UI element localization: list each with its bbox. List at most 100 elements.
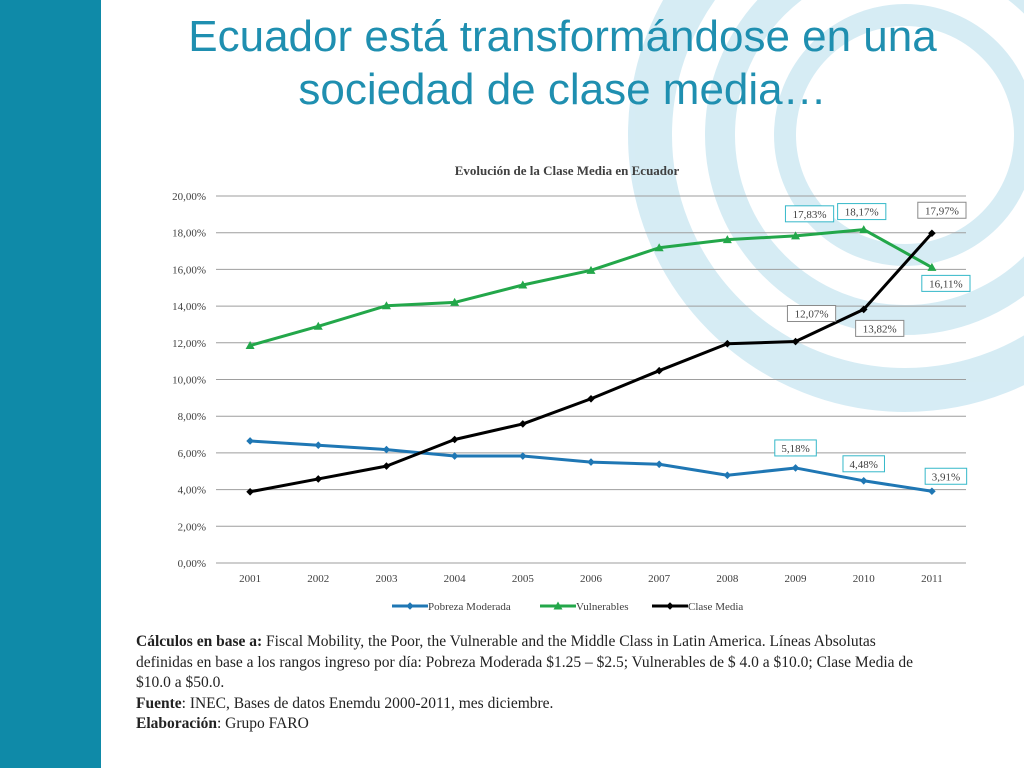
chart-title: Evolución de la Clase Media en Ecuador (455, 163, 680, 178)
legend-label: Pobreza Moderada (428, 601, 511, 613)
series-clase-media (246, 229, 936, 496)
data-point (654, 243, 664, 252)
series-layer (245, 225, 937, 496)
grid-layer (216, 195, 966, 564)
notes-line-3: $10.0 a $50.0. (136, 674, 225, 691)
y-tick-label: 10,00% (172, 375, 206, 387)
y-tick-label: 0,00% (178, 558, 206, 570)
x-tick-label: 2007 (648, 573, 671, 585)
data-point (928, 487, 936, 496)
data-label-layer: 5,18% 4,48% 3,91% 17,83% 18,17% 16,11% 12,07% 1… (774, 201, 971, 485)
data-point (246, 437, 254, 445)
data-point (655, 460, 663, 469)
y-tick-label: 2,00% (178, 521, 206, 533)
data-label-text: 3,91% (932, 471, 960, 483)
data-point (406, 602, 414, 610)
data-label-text: 18,17% (845, 207, 879, 219)
data-point (859, 305, 868, 314)
data-label-box (917, 201, 967, 219)
data-point (450, 452, 459, 460)
x-tick-label: 2001 (239, 573, 261, 585)
data-point (519, 420, 527, 428)
y-tick-label: 18,00% (172, 228, 206, 240)
notes-calculos-text: Fiscal Mobility, the Poor, the Vulnerabl… (262, 633, 876, 650)
data-point (655, 366, 663, 375)
x-tick-label: 2004 (444, 573, 467, 585)
data-label: 17,83% (784, 205, 835, 223)
notes-line-1: Cálculos en base a: Fiscal Mobility, the… (136, 632, 1006, 653)
slide-title-line-1: Ecuador está transformándose en una (188, 12, 937, 61)
y-tick-label: 14,00% (172, 301, 206, 313)
legend: Pobreza Moderada Vulnerables Clase Media (392, 601, 743, 613)
data-point (859, 476, 868, 485)
x-tick-label: 2011 (921, 573, 943, 585)
data-label: 3,91% (924, 467, 968, 485)
x-tick-label: 2010 (853, 573, 876, 585)
data-label-box (842, 455, 885, 473)
data-point (382, 462, 391, 470)
series-line (249, 228, 933, 347)
data-point (586, 265, 596, 274)
legend-label: Clase Media (688, 601, 743, 613)
series-line (249, 439, 933, 493)
data-point (314, 441, 323, 449)
data-point (587, 458, 595, 466)
data-point (791, 337, 800, 346)
x-tick-label: 2009 (785, 573, 808, 585)
notes-fuente-text: : INEC, Bases de datos Enemdu 2000-2011,… (181, 694, 554, 712)
series-pobreza-moderada (246, 437, 936, 496)
data-label-text: 13,82% (863, 323, 897, 335)
notes-line-2: definidas en base a los rangos ingreso p… (136, 653, 914, 671)
data-point (791, 231, 801, 240)
notes-fuente-label: Fuente (136, 694, 182, 712)
x-tick-label: 2003 (375, 573, 398, 585)
data-label-box (921, 274, 971, 292)
data-point (791, 464, 800, 472)
x-tick-label: 2006 (580, 573, 603, 585)
data-label-box (784, 205, 835, 223)
slide-title: Ecuador está transformándose en una soci… (101, 10, 1024, 116)
x-tick-label: 2005 (512, 573, 535, 585)
axis-layer: 0,00% 2,00% 4,00% 6,00% 8,00% 10,00% 12,00% 14,… (172, 191, 943, 585)
data-point (381, 301, 391, 310)
y-tick-label: 12,00% (172, 338, 206, 350)
data-point (246, 488, 254, 496)
data-label-box (924, 467, 968, 485)
x-tick-label: 2008 (716, 573, 739, 585)
data-label-text: 5,18% (781, 443, 809, 455)
notes: Cálculos en base a: Fiscal Mobility, the… (136, 632, 1006, 735)
data-point (313, 321, 323, 330)
series-vulnerables (245, 225, 937, 350)
y-tick-label: 20,00% (172, 191, 206, 203)
data-label: 17,97% (917, 201, 967, 219)
data-point (859, 225, 869, 234)
y-tick-label: 16,00% (172, 264, 206, 276)
data-label-box (837, 203, 887, 221)
data-point (518, 280, 528, 289)
data-label-text: 12,07% (795, 309, 829, 321)
data-label-text: 4,48% (850, 459, 878, 471)
notes-fuente: Fuente: INEC, Bases de datos Enemdu 2000… (136, 694, 1006, 715)
data-point (553, 601, 563, 610)
data-label-box (786, 305, 837, 323)
notes-elaboracion-label: Elaboración (136, 715, 217, 732)
data-label-text: 16,11% (929, 278, 963, 290)
data-label: 16,11% (921, 274, 971, 292)
data-point (723, 339, 732, 348)
legend-item-pobreza-moderada: Pobreza Moderada (392, 601, 511, 613)
notes-elaboracion-text: : Grupo FARO (216, 715, 309, 732)
deco-ring-outer (628, 0, 1024, 412)
data-point (666, 602, 674, 610)
data-label: 4,48% (842, 455, 885, 473)
y-tick-label: 6,00% (178, 448, 206, 460)
data-point (723, 471, 732, 480)
data-point (245, 341, 255, 350)
data-point (927, 262, 937, 271)
notes-elaboracion: Elaboración: Grupo FARO (136, 714, 1006, 735)
slide-title-line-2: sociedad de clase media… (298, 65, 827, 114)
data-label: 12,07% (786, 305, 837, 323)
data-point (382, 445, 391, 454)
data-point (587, 394, 595, 403)
